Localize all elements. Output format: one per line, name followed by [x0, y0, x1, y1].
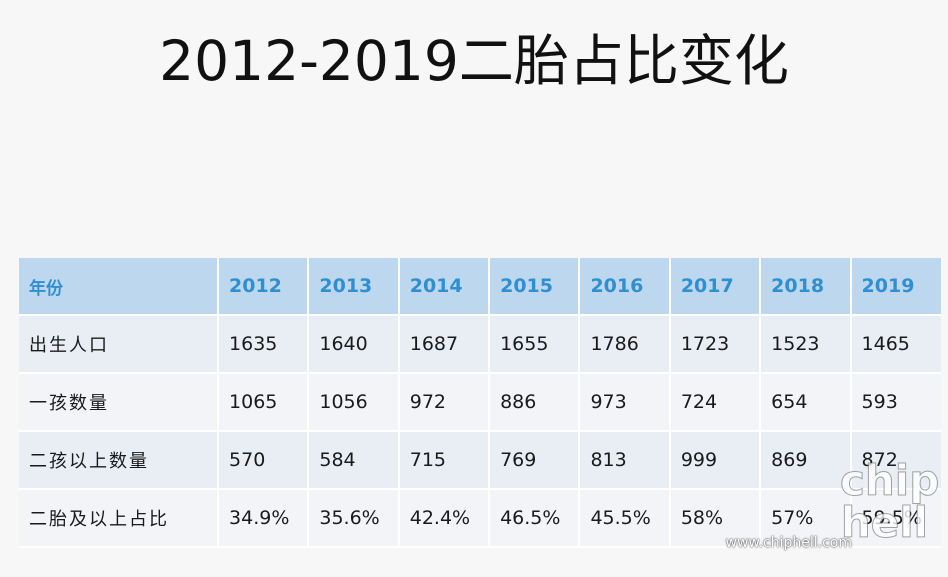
table-cell: 869 [759, 431, 851, 490]
table-cell: 1465 [849, 315, 941, 374]
table-row-second-plus: 二孩以上数量 570 584 715 769 813 999 869 872 [19, 431, 941, 490]
table-cell: 1655 [488, 315, 580, 374]
watermark-line2: hell [840, 498, 928, 547]
table-cell: 58% [668, 489, 761, 548]
year-header-2015: 2015 [488, 258, 580, 316]
table-cell: 654 [759, 373, 851, 432]
table-cell: 1635 [217, 315, 309, 374]
watermark-logo: chip hell [840, 456, 940, 555]
row-label: 一孩数量 [19, 373, 219, 432]
table-cell: 570 [217, 431, 309, 490]
table-cell: 45.5% [578, 489, 670, 548]
table-cell: 999 [668, 431, 761, 490]
year-header-2016: 2016 [578, 258, 670, 316]
table-cell: 46.5% [488, 489, 580, 548]
table-cell: 1640 [307, 315, 399, 374]
table-cell: 1056 [307, 373, 399, 432]
table-cell: 584 [307, 431, 399, 490]
table-cell: 57% [759, 489, 851, 548]
table-cell: 813 [578, 431, 670, 490]
watermark-line1: chip [840, 456, 940, 505]
data-table: 年份 2012 2013 2014 2015 2016 2017 2018 20… [19, 258, 941, 548]
table-cell: 886 [488, 373, 580, 432]
table-cell: 1523 [759, 315, 851, 374]
year-header-2019: 2019 [849, 258, 941, 316]
header-row: 年份 2012 2013 2014 2015 2016 2017 2018 20… [19, 258, 941, 316]
table-cell: 1723 [668, 315, 761, 374]
year-header-2017: 2017 [668, 258, 761, 316]
table-row-ratio: 二胎及以上占比 34.9% 35.6% 42.4% 46.5% 45.5% 58… [19, 489, 941, 548]
table-cell: 42.4% [397, 489, 490, 548]
table-cell: 872 [849, 431, 941, 490]
table-cell: 769 [488, 431, 580, 490]
table-cell: 34.9% [217, 489, 309, 548]
row-label: 出生人口 [19, 315, 219, 374]
table-cell: 35.6% [307, 489, 399, 548]
table-row-first-child: 一孩数量 1065 1056 972 886 973 724 654 593 [19, 373, 941, 432]
table-cell: 1786 [578, 315, 670, 374]
row-label: 二孩以上数量 [19, 431, 219, 490]
watermark-url: www.chiphell.com [725, 535, 852, 551]
year-header-2018: 2018 [759, 258, 851, 316]
table-cell: 972 [397, 373, 490, 432]
header-label: 年份 [19, 258, 219, 316]
year-header-2013: 2013 [307, 258, 399, 316]
table-cell: 593 [849, 373, 941, 432]
table-row-births: 出生人口 1635 1640 1687 1655 1786 1723 1523 … [19, 315, 941, 374]
row-label: 二胎及以上占比 [19, 489, 219, 548]
year-header-2012: 2012 [217, 258, 309, 316]
table-cell: 973 [578, 373, 670, 432]
table-cell: 59.5% [849, 489, 941, 548]
year-header-2014: 2014 [397, 258, 490, 316]
table-cell: 724 [668, 373, 761, 432]
slide-title: 2012-2019二胎占比变化 [159, 29, 789, 93]
table-cell: 1687 [397, 315, 490, 374]
table-cell: 715 [397, 431, 490, 490]
table-cell: 1065 [217, 373, 309, 432]
